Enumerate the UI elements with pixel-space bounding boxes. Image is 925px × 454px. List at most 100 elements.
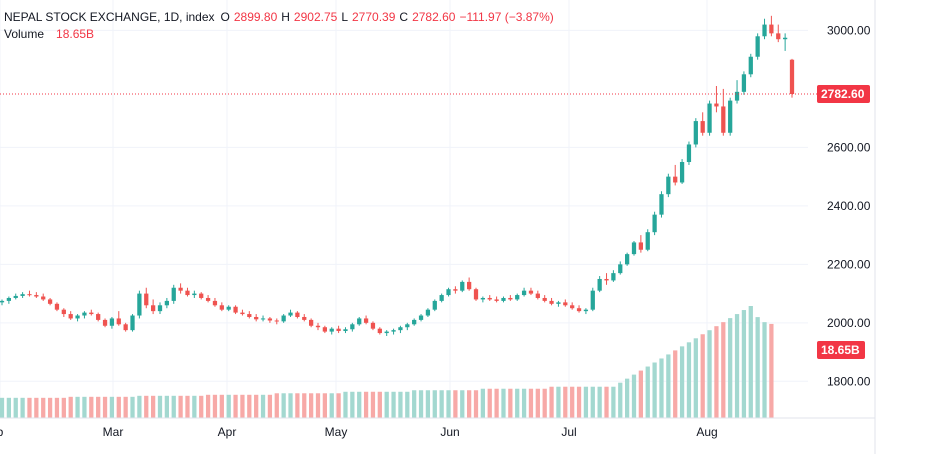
candle-body (62, 310, 66, 314)
volume-bar (756, 317, 760, 418)
volume-bar (625, 379, 629, 418)
candle-body (440, 295, 444, 301)
candle-body (522, 291, 526, 295)
candle-body (7, 298, 11, 301)
volume-bar (570, 387, 574, 418)
candle-body (151, 305, 155, 311)
volume-bar (467, 390, 471, 418)
candle-body (14, 296, 18, 298)
time-axis[interactable]: b Mar Apr May Jun Jul Aug (0, 418, 875, 439)
candle-body (124, 324, 128, 330)
candle-body (632, 242, 636, 254)
low-label: L (341, 9, 348, 26)
candle-body (282, 316, 286, 322)
volume-bar (515, 389, 519, 418)
candle-body (618, 264, 622, 273)
volume-bar (213, 395, 217, 418)
symbol[interactable]: NEPAL STOCK EXCHANGE, 1D, index (4, 9, 215, 26)
x-tick-label: May (325, 425, 348, 439)
candle-body (75, 316, 79, 319)
candle-body (206, 298, 210, 301)
volume-bar (412, 390, 416, 418)
candle-body (336, 329, 340, 331)
candle-body (707, 104, 711, 133)
candle-body (288, 313, 292, 316)
volume-bar (309, 393, 313, 418)
candle-body (446, 289, 450, 295)
candle-body (474, 289, 478, 299)
volume-bar (336, 393, 340, 418)
volume-bar (598, 387, 602, 418)
volume-bar (268, 395, 272, 418)
volume-bar (302, 393, 306, 418)
volume-bar (55, 398, 59, 418)
candle-body (494, 299, 498, 300)
candle-body (584, 310, 588, 311)
volume-bar (604, 387, 608, 418)
candle-body (749, 57, 753, 75)
volume-bar (543, 389, 547, 418)
x-tick-label: Aug (696, 425, 717, 439)
candle-body (694, 121, 698, 144)
candle-body (385, 332, 389, 333)
volume-bar (96, 397, 100, 418)
candle-body (192, 294, 196, 295)
volume-bar (426, 390, 430, 418)
candle-body (103, 320, 107, 326)
volume-bar (391, 392, 395, 418)
volume-bar (357, 392, 361, 418)
low-value: 2770.39 (352, 9, 395, 26)
high-value: 2902.75 (294, 9, 337, 26)
last-price-tag: 2782.60 (817, 85, 870, 103)
volume-bar (556, 387, 560, 418)
volume-bar (7, 398, 11, 418)
candle-body (82, 313, 86, 316)
volume-bar (440, 390, 444, 418)
volume-bar (666, 354, 670, 418)
volume-bar (206, 395, 210, 418)
candle-body (769, 25, 773, 34)
volume-value: 18.65B (56, 26, 94, 43)
volume-label[interactable]: Volume (4, 26, 44, 43)
volume-bar (405, 392, 409, 418)
candle-body (419, 316, 423, 320)
candle-body (371, 323, 375, 329)
volume-bar (48, 398, 52, 418)
candle-body (426, 310, 430, 316)
candle-body (577, 308, 581, 311)
volume-bar (227, 395, 231, 418)
candle-body (625, 254, 629, 264)
candle-body (481, 298, 485, 299)
volume-bar (453, 390, 457, 418)
candle-body (144, 294, 148, 306)
volume-bar (577, 387, 581, 418)
candle-body (364, 318, 368, 322)
candle-body (213, 301, 217, 305)
volume-bar (446, 390, 450, 418)
volume-bar (261, 395, 265, 418)
candle-body (488, 298, 492, 299)
candle-body (378, 329, 382, 333)
volume-bar (694, 338, 698, 418)
candle-body (646, 232, 650, 250)
volume-bar (385, 392, 389, 418)
volume-bar (481, 389, 485, 418)
volume-bar (611, 387, 615, 418)
candle-body (158, 305, 162, 311)
volume-bar (192, 396, 196, 418)
candle-body (591, 291, 595, 310)
candle-body (0, 301, 4, 302)
candle-body (501, 298, 505, 301)
volume-bar (295, 393, 299, 418)
candle-body (48, 299, 52, 303)
candle-body (611, 273, 615, 280)
price-axis[interactable]: 1800.00 2000.00 2200.00 2400.00 2600.00 3000.… (827, 0, 875, 454)
volume-bar (343, 392, 347, 418)
candle-body (701, 121, 705, 133)
high-label: H (281, 9, 290, 26)
x-tick-label: Jul (561, 425, 576, 439)
candle-body (247, 314, 251, 317)
volume-bar (673, 350, 677, 418)
candle-body (27, 294, 31, 295)
